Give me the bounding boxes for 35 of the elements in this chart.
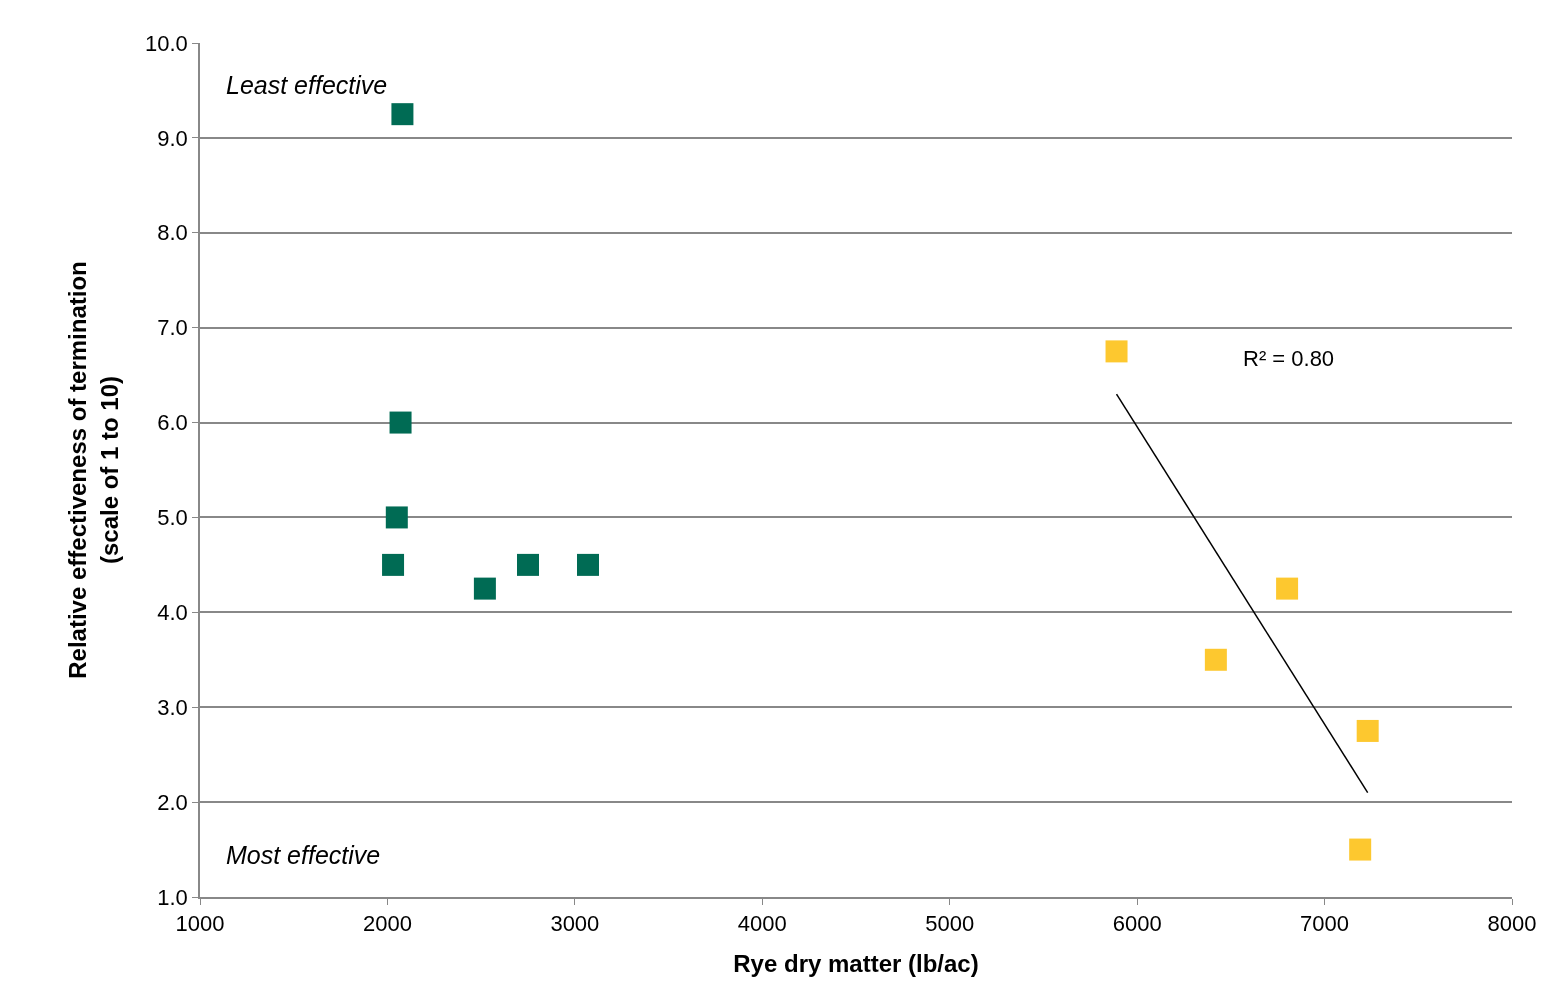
x-axis-title: Rye dry matter (lb/ac): [733, 949, 979, 977]
y-axis-title: Relative effectiveness of termination (scale of 1 to 10): [64, 261, 123, 679]
x-tick-label: 7000: [1300, 911, 1350, 937]
point: [517, 553, 539, 576]
point: [391, 103, 414, 126]
point: [1105, 340, 1128, 363]
point: [1276, 577, 1299, 600]
y-tick-label: 9.0: [157, 125, 188, 151]
y-tick-label: 3.0: [157, 694, 188, 720]
point: [1356, 719, 1379, 742]
x-tick-label: 5000: [925, 911, 975, 937]
point: [385, 506, 408, 529]
x-tick-label: 2000: [362, 911, 412, 937]
x-tick-label: 4000: [737, 911, 787, 937]
y-tick-label: 2.0: [157, 789, 188, 815]
point: [1349, 838, 1372, 861]
y-tick-label: 7.0: [157, 315, 188, 341]
y-tick-label: 4.0: [157, 600, 188, 626]
y-tick-label: 1.0: [157, 884, 188, 910]
x-tick-label: 8000: [1487, 911, 1537, 937]
x-tick-label: 1000: [175, 911, 225, 937]
point: [382, 553, 405, 576]
y-tick-label: 6.0: [157, 410, 188, 436]
annotation: Most effective: [226, 841, 381, 869]
point: [1204, 648, 1227, 671]
y-tick-label: 5.0: [157, 505, 188, 531]
x-tick-label: 6000: [1112, 911, 1162, 937]
x-tick-label: 3000: [550, 911, 600, 937]
point: [473, 577, 496, 600]
y-tick-label: 8.0: [157, 220, 188, 246]
point: [576, 553, 599, 576]
annotation: Least effective: [226, 71, 388, 99]
point: [389, 411, 412, 434]
y-tick-label: 10.0: [145, 30, 188, 56]
annotation: R² = 0.80: [1243, 346, 1335, 371]
